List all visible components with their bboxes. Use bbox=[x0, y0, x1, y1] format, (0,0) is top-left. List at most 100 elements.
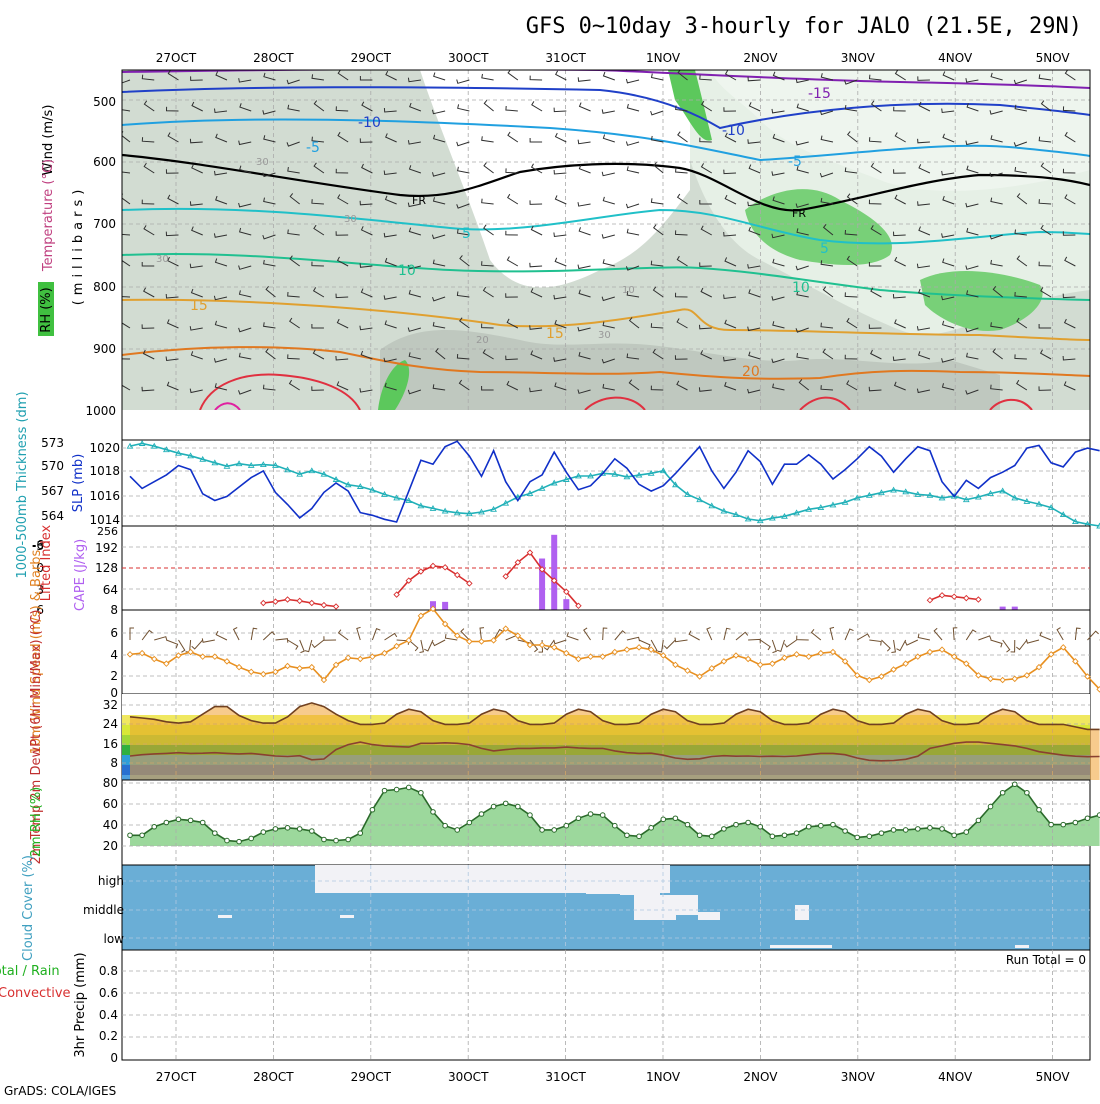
rh-point bbox=[188, 818, 193, 823]
rh-point bbox=[770, 834, 775, 839]
p-tick: 1000 bbox=[85, 404, 116, 418]
rh-point bbox=[503, 801, 508, 806]
temp-tick: 32 bbox=[103, 698, 118, 712]
rh-point bbox=[794, 831, 799, 836]
rh-tick: 40 bbox=[103, 818, 118, 832]
time-label-top: 27OCT bbox=[156, 51, 197, 65]
contour-label: 15 bbox=[546, 326, 564, 342]
time-label-top: 29OCT bbox=[351, 51, 392, 65]
precip-panel: Run Total = 0 0.8 0.6 0.4 0.2 0 Total / … bbox=[0, 950, 1090, 1065]
time-label-top: 28OCT bbox=[253, 51, 294, 65]
rh-point bbox=[443, 823, 448, 828]
rh-point bbox=[273, 827, 278, 832]
ylabel-temp: Temperature (°C) bbox=[41, 159, 56, 272]
ylabel-rh2m: 2m RH (%) bbox=[29, 787, 44, 858]
cape-bar bbox=[442, 602, 448, 610]
rh-point bbox=[1061, 822, 1066, 827]
time-label-top: 30OCT bbox=[448, 51, 489, 65]
precip-tick: 0.8 bbox=[99, 964, 118, 978]
time-label-bottom: 1NOV bbox=[646, 1070, 681, 1084]
rh-point bbox=[164, 820, 169, 825]
rh-point bbox=[964, 830, 969, 835]
rh-point bbox=[249, 836, 254, 841]
contour-label: 5 bbox=[462, 226, 471, 242]
rh-point bbox=[406, 785, 411, 790]
rh-point bbox=[1085, 816, 1090, 821]
rh-point bbox=[213, 831, 218, 836]
p-tick: 800 bbox=[93, 280, 116, 294]
cape-panel: -6 -3 0 3 6 256 192 128 64 8 Lifted Inde… bbox=[32, 524, 1090, 617]
cloud-level-low: low bbox=[104, 932, 125, 946]
ylabel-thickness: 1000-500mb Thickness (dm) bbox=[15, 391, 30, 578]
p-tick: 900 bbox=[93, 342, 116, 356]
rh-point bbox=[855, 835, 860, 840]
precip-tick: 0.6 bbox=[99, 986, 118, 1000]
time-label-top: 4NOV bbox=[938, 51, 973, 65]
contour-label: -10 bbox=[358, 115, 381, 131]
rh-point bbox=[552, 828, 557, 833]
temp-tick: 16 bbox=[103, 737, 118, 751]
rh-point bbox=[903, 828, 908, 833]
contour-label: -5 bbox=[306, 140, 320, 156]
rh-point bbox=[479, 812, 484, 817]
rh-point bbox=[346, 837, 351, 842]
rh-point bbox=[297, 827, 302, 832]
time-label-top: 3NOV bbox=[841, 51, 876, 65]
rh2m-panel: 80 60 40 20 2m RH (%) bbox=[29, 776, 1100, 865]
rh-point bbox=[1012, 782, 1017, 787]
rh-point bbox=[394, 787, 399, 792]
p-tick: 700 bbox=[93, 217, 116, 231]
rh-point bbox=[528, 813, 533, 818]
wind-tick: 4 bbox=[110, 648, 118, 662]
rh-point bbox=[140, 833, 145, 838]
run-total: Run Total = 0 bbox=[1006, 953, 1086, 967]
rh-point bbox=[455, 828, 460, 833]
credit-label: GrADS: COLA/IGES bbox=[4, 1084, 116, 1098]
slp-tick: 1020 bbox=[89, 441, 120, 455]
contour-label: -10 bbox=[722, 123, 745, 139]
time-label-bottom: 29OCT bbox=[351, 1070, 392, 1084]
cloud-block bbox=[218, 915, 232, 918]
rh-point bbox=[128, 833, 133, 838]
time-label-bottom: 4NOV bbox=[938, 1070, 973, 1084]
rh-tick: 20 bbox=[103, 839, 118, 853]
cloud-block bbox=[698, 912, 720, 920]
cape-tick: 64 bbox=[103, 583, 118, 597]
rh-point bbox=[831, 822, 836, 827]
contour-label: -5 bbox=[788, 154, 802, 170]
rh-point bbox=[806, 824, 811, 829]
rh-point bbox=[576, 816, 581, 821]
rh-point bbox=[867, 834, 872, 839]
cape-bar bbox=[1012, 607, 1018, 610]
rh-point bbox=[588, 812, 593, 817]
rh-point bbox=[625, 833, 630, 838]
rh-point bbox=[152, 824, 157, 829]
rh-point bbox=[176, 817, 181, 822]
cloud-block bbox=[1015, 945, 1029, 948]
rh-point bbox=[225, 838, 230, 843]
time-label-top: 31OCT bbox=[545, 51, 586, 65]
cloud-panel: high middle low Cloud Cover (%) bbox=[21, 855, 1090, 961]
contour-label: 20 bbox=[476, 335, 489, 346]
ylabel-rh: RH (%) bbox=[39, 287, 54, 332]
rh-point bbox=[709, 834, 714, 839]
rh-tick: 80 bbox=[103, 776, 118, 790]
rh-point bbox=[285, 826, 290, 831]
precip-tick: 0.4 bbox=[99, 1008, 118, 1022]
rh-point bbox=[613, 823, 618, 828]
cape-tick: 192 bbox=[95, 541, 118, 555]
thick-tick: 564 bbox=[41, 509, 64, 523]
thick-tick: 570 bbox=[41, 459, 64, 473]
rh-point bbox=[928, 826, 933, 831]
cloud-block bbox=[770, 945, 832, 948]
rh-point bbox=[358, 831, 363, 836]
contour-label: -15 bbox=[808, 86, 831, 102]
rh-point bbox=[988, 804, 993, 809]
ylabel-convective: Convective bbox=[0, 986, 71, 1001]
thick-tick: 573 bbox=[41, 436, 64, 450]
p-tick: 600 bbox=[93, 155, 116, 169]
cloud-block bbox=[795, 905, 809, 920]
contour-label: 30 bbox=[598, 330, 611, 341]
rh-point bbox=[819, 823, 824, 828]
rh-point bbox=[200, 820, 205, 825]
